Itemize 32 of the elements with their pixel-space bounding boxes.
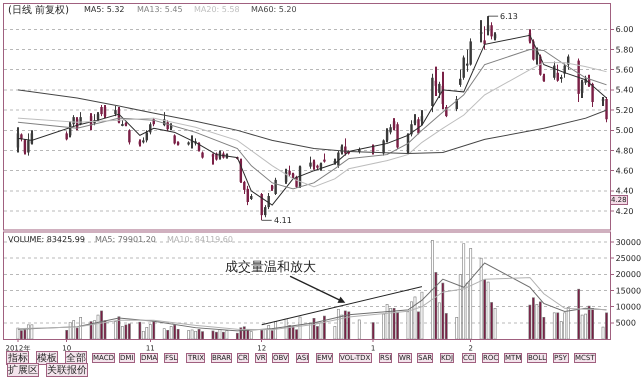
text: 关联报价 [47,364,87,376]
y-tick-label: 4.80 [616,146,634,156]
text: 全部 [66,352,86,364]
annotation: 成交量温和放大 [225,259,316,275]
text: 指标 [7,352,28,364]
y-tick-label: 5.20 [616,106,634,115]
chart-title: (日线 前复权) [8,4,70,16]
annotation: MA5: 79901.20 [95,235,156,244]
y-tick-label: 5000 [616,318,636,328]
annotation: 6.13 [500,12,518,21]
text: 扩展区 [8,364,38,376]
y-tick-label: 4.60 [616,166,634,176]
chart-title: VOLUME: 83425.99 [8,235,85,244]
y-tick-label: 20000 [616,270,642,280]
annotation: MA60: 5.20 [251,5,297,14]
y-tick-label: 5.60 [616,65,634,74]
y-tick-label: 15000 [616,286,642,296]
annotation: 4.11 [274,216,292,225]
y-tick-label: 6.00 [616,25,634,34]
annotation: MA10: 84119.60 [167,235,233,244]
y-tick-label: 10000 [616,302,642,312]
text: 模板 [37,352,57,364]
y-tick-label: 4.20 [616,206,634,216]
y-tick-label: 4.40 [616,186,634,196]
y-tick-label: 30000 [616,238,642,247]
annotation: MA5: 5.32 [84,5,125,14]
y-tick-label: 25000 [616,254,642,263]
y-tick-label: 5.00 [616,126,634,136]
annotation: MA13: 5.45 [137,5,183,14]
y-tick-label: 5.80 [616,45,634,54]
annotation: MA20: 5.58 [194,5,240,14]
y-tick-label: 5.40 [616,86,634,95]
